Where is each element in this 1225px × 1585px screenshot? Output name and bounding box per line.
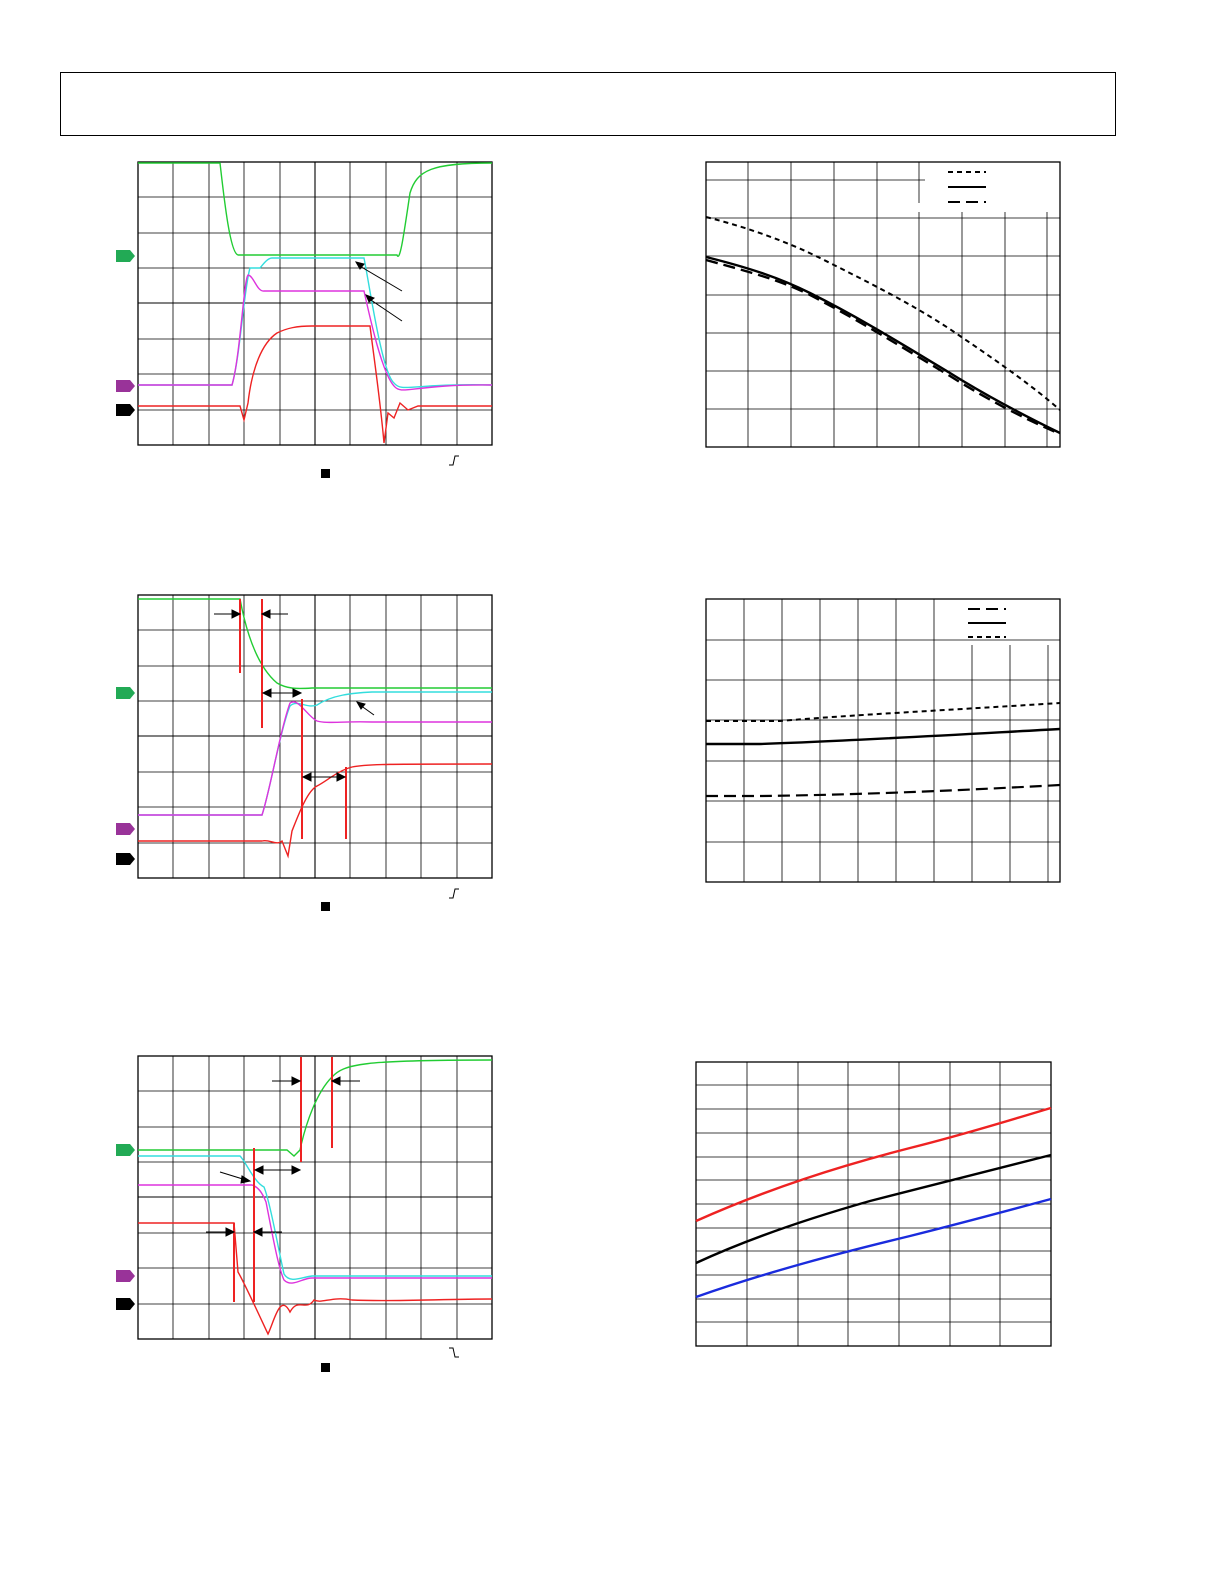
chart-2-series-short-dash [706, 702, 1061, 722]
scope-1-callouts [354, 261, 403, 322]
ch4-marker-icon [116, 404, 135, 416]
scope-3-channel-markers [116, 1144, 135, 1310]
scope-1-channel-markers [116, 250, 135, 416]
chart-1-svg [705, 161, 1061, 448]
square-marker-icon [321, 469, 330, 478]
rising-edge-icon [449, 888, 459, 899]
ch1-marker-icon [116, 1144, 135, 1156]
scope-2-trace-ch4 [138, 763, 493, 859]
ch4-marker-icon [116, 1298, 135, 1310]
rising-edge-icon [449, 455, 459, 466]
square-marker-icon [321, 1363, 330, 1372]
chart-2-series [706, 702, 1061, 798]
scope-1-trace-ch2 [138, 257, 493, 389]
page-header-box [60, 72, 1116, 136]
scope-3-trace-ch3 [138, 1184, 492, 1284]
scope-1-grid [137, 161, 493, 446]
scope-2-timing-arrows [214, 609, 375, 782]
scope-capture-1 [112, 158, 502, 488]
chart-2-grid [705, 598, 1061, 883]
chart-1-legend [948, 171, 986, 203]
scope-2-timing-lines [239, 599, 347, 839]
ch3-marker-icon [116, 1270, 135, 1282]
square-marker-icon [321, 902, 330, 911]
chart-2 [700, 595, 1070, 890]
chart-1-series-long-dash [705, 258, 1061, 436]
scope-3-timing-lines [233, 1057, 333, 1302]
scope-capture-3 [112, 1052, 502, 1382]
ch3-marker-icon [116, 823, 135, 835]
scope-1-trace-ch3 [138, 274, 493, 391]
chart-1-series [705, 216, 1061, 436]
chart-1-series-short-dash [705, 216, 1061, 411]
scope-1-trace-ch4 [138, 325, 492, 444]
ch4-marker-icon [116, 853, 135, 865]
chart-2-series-long-dash [706, 783, 1061, 798]
scope-3-trace-ch4 [138, 1222, 493, 1336]
chart-2-svg [705, 598, 1061, 883]
scope-2-traces [138, 598, 493, 859]
falling-edge-icon [449, 1347, 459, 1358]
chart-2-series-solid [706, 727, 1061, 746]
ch1-marker-icon [116, 250, 135, 262]
scope-2-grid [137, 594, 493, 879]
scope-3-trace-ch2 [138, 1155, 492, 1280]
scope-1-traces [138, 162, 493, 444]
chart-3-series-black [695, 1153, 1052, 1265]
chart-1 [700, 158, 1070, 453]
chart-3 [690, 1058, 1060, 1353]
scope-3-svg [116, 1055, 493, 1372]
scope-2-channel-markers [116, 687, 135, 865]
chart-2-legend [968, 608, 1006, 638]
chart-1-grid [705, 161, 1061, 448]
scope-1-svg [116, 161, 493, 478]
scope-2-trace-ch3 [138, 701, 492, 816]
ch3-marker-icon [116, 380, 135, 392]
chart-3-svg [695, 1061, 1052, 1347]
chart-1-series-solid [705, 255, 1061, 435]
chart-3-grid [695, 1061, 1052, 1347]
chart-3-series [695, 1106, 1052, 1299]
scope-3-grid [137, 1055, 493, 1340]
scope-2-trace-ch1 [138, 598, 492, 690]
scope-capture-2 [112, 591, 502, 921]
chart-3-series-red [695, 1106, 1052, 1223]
scope-1-trace-ch1 [138, 162, 493, 257]
scope-3-timing-arrows [206, 1076, 360, 1237]
ch1-marker-icon [116, 687, 135, 699]
chart-3-series-blue [695, 1197, 1052, 1299]
scope-2-svg [116, 594, 493, 911]
